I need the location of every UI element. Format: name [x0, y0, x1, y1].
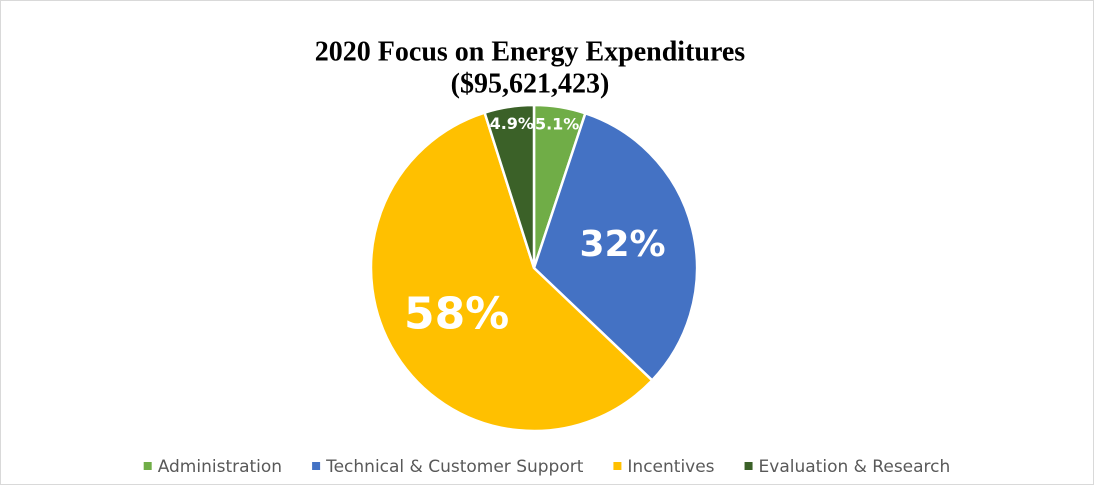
data-label: 4.9% [490, 114, 534, 133]
legend-swatch [613, 462, 622, 470]
legend-label: Incentives [627, 457, 714, 477]
pie-slice [369, 111, 654, 433]
pie-slice [483, 103, 536, 269]
legend-swatch [312, 462, 321, 470]
pie-slice [532, 111, 699, 383]
legend-swatch [143, 462, 152, 470]
legend-label: Technical & Customer Support [325, 457, 584, 477]
chart-subtitle: ($95,621,423) [451, 68, 610, 99]
legend-label: Evaluation & Research [759, 457, 951, 477]
chart-title: 2020 Focus on Energy Expenditures [315, 36, 746, 67]
data-label: 32% [579, 224, 665, 265]
data-label: 5.1% [535, 114, 579, 133]
legend-label: Administration [158, 457, 282, 477]
data-label: 58% [404, 288, 509, 339]
legend-swatch [744, 462, 753, 470]
